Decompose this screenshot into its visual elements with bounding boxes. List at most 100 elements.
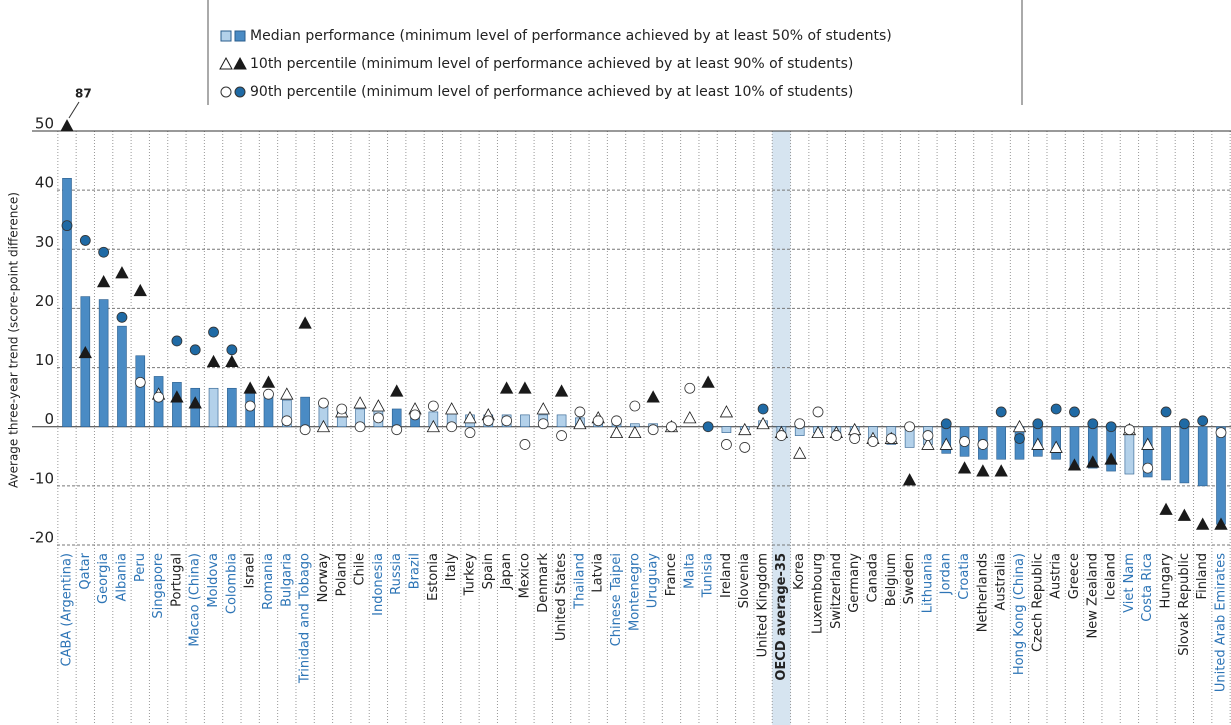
bar (117, 325, 127, 428)
x-tick-label: United Arab Emirates (1214, 553, 1229, 692)
bar (300, 396, 310, 428)
x-tick-label: Turkey (462, 553, 477, 597)
triangle-marker (426, 419, 441, 433)
y-tick-label: 10 (35, 351, 54, 369)
legend-swatch (220, 30, 232, 42)
x-tick-label: Russia (389, 553, 404, 595)
circle-marker (391, 424, 403, 436)
x-tick-label: Georgia (96, 553, 111, 604)
circle-marker (922, 430, 934, 441)
y-tick-label: -10 (30, 469, 55, 487)
x-tick-label: Spain (481, 553, 496, 589)
triangle-marker (96, 274, 111, 288)
x-tick-label: Malta (682, 553, 697, 589)
circle-marker (721, 439, 732, 450)
circle-marker (684, 382, 696, 394)
x-tick-label: Ireland (719, 553, 734, 598)
x-tick-label: Netherlands (975, 553, 990, 632)
x-tick-label: Thailand (572, 553, 587, 610)
circle-marker (702, 421, 714, 433)
circle-marker (134, 376, 146, 388)
triangle-marker (756, 416, 770, 430)
y-tick-label: -20 (30, 529, 55, 547)
bar (172, 382, 182, 428)
circle-marker (629, 400, 641, 412)
bar (1216, 426, 1226, 525)
triangle-marker (738, 422, 752, 436)
triangle-marker (353, 396, 367, 409)
circle-marker (318, 397, 329, 409)
triangle-marker (1196, 517, 1210, 530)
triangle-marker (1086, 455, 1100, 468)
circle-marker (299, 424, 311, 436)
circle-marker (574, 406, 586, 418)
circle-marker (556, 430, 567, 441)
x-tick-label: Albania (114, 553, 129, 602)
legend-swatch (219, 56, 233, 70)
x-tick-label: New Zealand (1085, 553, 1100, 638)
x-tick-label: Tunisia (701, 553, 716, 598)
bar (721, 426, 732, 433)
x-tick-label: Slovenia (737, 553, 752, 608)
circle-marker (244, 400, 256, 412)
triangle-marker (628, 425, 642, 439)
x-tick-label: Jordan (939, 553, 954, 595)
triangle-marker (60, 119, 74, 132)
x-tick-label: Luxembourg (811, 553, 826, 634)
circle-marker (959, 436, 970, 447)
bar (1197, 426, 1208, 487)
circle-marker (885, 433, 897, 444)
legend-swatch (233, 56, 247, 70)
triangle-marker (1214, 517, 1228, 530)
circle-marker (482, 415, 494, 427)
triangle-marker (994, 464, 1008, 477)
circle-marker (1124, 424, 1135, 436)
x-tick-label: Poland (334, 553, 349, 596)
triangle-marker (133, 283, 147, 297)
triangle-marker (261, 375, 276, 388)
x-tick-label: Czech Republic (1030, 553, 1045, 652)
triangle-marker (1031, 437, 1045, 450)
triangle-marker (298, 316, 312, 329)
circle-marker (354, 421, 366, 433)
x-tick-label: Latvia (591, 553, 606, 593)
x-tick-label: United Kingdom (756, 553, 771, 657)
x-tick-label: Moldova (206, 553, 221, 608)
circle-marker (226, 344, 238, 356)
x-tick-label: Austria (1049, 553, 1064, 599)
circle-marker (116, 311, 128, 323)
triangle-marker (170, 390, 184, 403)
circle-marker (153, 391, 164, 403)
circle-marker (98, 246, 110, 258)
circle-marker (940, 418, 952, 430)
triangle-marker (1067, 458, 1082, 471)
circle-marker (464, 427, 476, 439)
x-tick-label: Qatar (78, 552, 93, 589)
x-tick-label: Viet Nam (1122, 553, 1137, 613)
x-tick-label: Romania (261, 553, 276, 610)
bar (135, 355, 146, 428)
x-tick-label: Korea (792, 553, 807, 590)
x-tick-label: Estonia (426, 553, 441, 601)
x-tick-label: Germany (847, 553, 862, 613)
triangle-marker (1012, 419, 1027, 433)
triangle-marker (499, 381, 514, 394)
x-tick-label: Mexico (517, 553, 532, 598)
bar (62, 178, 72, 428)
circle-marker (611, 415, 622, 427)
triangle-marker (444, 402, 459, 415)
circle-marker (263, 388, 274, 400)
circle-marker (1032, 418, 1044, 430)
circle-marker (1142, 462, 1154, 474)
x-tick-label: Greece (1067, 553, 1082, 599)
x-tick-label: Chile (353, 553, 368, 586)
circle-marker (775, 430, 787, 441)
x-tick-label: Chinese Taipei (609, 553, 624, 646)
x-tick-label: Italy (444, 553, 459, 582)
y-tick-label: 30 (35, 233, 54, 251)
circle-marker (189, 344, 201, 356)
x-tick-label: Finland (1195, 553, 1210, 599)
bar (996, 426, 1006, 460)
bar (520, 414, 530, 428)
triangle-marker (554, 384, 569, 397)
